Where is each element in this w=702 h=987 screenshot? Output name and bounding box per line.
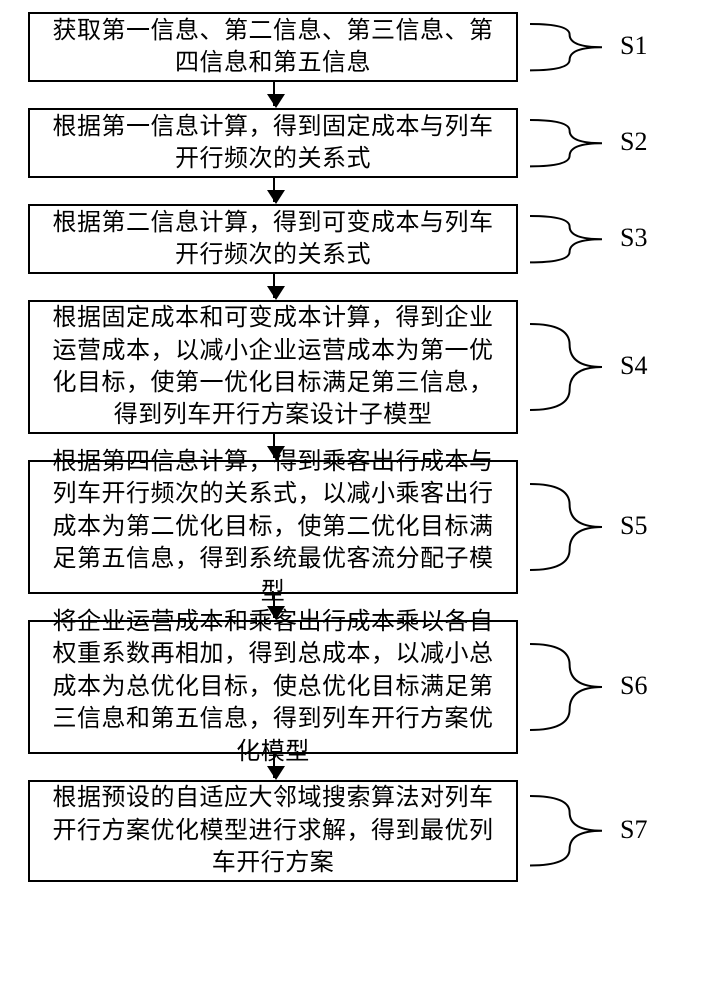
arrow-S2-S3 — [273, 178, 275, 202]
brace-S3 — [530, 214, 602, 264]
flowchart-node-S1: 获取第一信息、第二信息、第三信息、第四信息和第五信息 — [28, 12, 518, 82]
flowchart-node-S7: 根据预设的自适应大邻域搜索算法对列车开行方案优化模型进行求解，得到最优列车开行方… — [28, 780, 518, 882]
brace-S2 — [530, 118, 602, 168]
node-text-S1: 获取第一信息、第二信息、第三信息、第四信息和第五信息 — [42, 15, 504, 80]
arrow-S6-S7 — [273, 754, 275, 778]
node-text-S2: 根据第一信息计算，得到固定成本与列车开行频次的关系式 — [42, 111, 504, 176]
node-text-S3: 根据第二信息计算，得到可变成本与列车开行频次的关系式 — [42, 207, 504, 272]
brace-S1 — [530, 22, 602, 72]
step-label-S4: S4 — [620, 351, 647, 381]
flowchart-node-S6: 将企业运营成本和乘客出行成本乘以各自权重系数再相加，得到总成本，以减小总成本为总… — [28, 620, 518, 754]
node-text-S6: 将企业运营成本和乘客出行成本乘以各自权重系数再相加，得到总成本，以减小总成本为总… — [42, 606, 504, 768]
node-text-S7: 根据预设的自适应大邻域搜索算法对列车开行方案优化模型进行求解，得到最优列车开行方… — [42, 782, 504, 879]
brace-S7 — [530, 794, 602, 867]
node-text-S5: 根据第四信息计算，得到乘客出行成本与列车开行频次的关系式，以减小乘客出行成本为第… — [42, 446, 504, 608]
arrow-S3-S4 — [273, 274, 275, 298]
step-label-S6: S6 — [620, 671, 647, 701]
flowchart-canvas: 获取第一信息、第二信息、第三信息、第四信息和第五信息根据第一信息计算，得到固定成… — [0, 0, 702, 987]
step-label-S7: S7 — [620, 815, 647, 845]
arrow-S1-S2 — [273, 82, 275, 106]
brace-S6 — [530, 642, 602, 732]
node-text-S4: 根据固定成本和可变成本计算，得到企业运营成本，以减小企业运营成本为第一优化目标，… — [42, 302, 504, 432]
flowchart-node-S2: 根据第一信息计算，得到固定成本与列车开行频次的关系式 — [28, 108, 518, 178]
brace-S4 — [530, 322, 602, 412]
step-label-S1: S1 — [620, 31, 647, 61]
brace-S5 — [530, 482, 602, 572]
arrow-S4-S5 — [273, 434, 275, 458]
flowchart-node-S4: 根据固定成本和可变成本计算，得到企业运营成本，以减小企业运营成本为第一优化目标，… — [28, 300, 518, 434]
step-label-S3: S3 — [620, 223, 647, 253]
flowchart-node-S3: 根据第二信息计算，得到可变成本与列车开行频次的关系式 — [28, 204, 518, 274]
flowchart-node-S5: 根据第四信息计算，得到乘客出行成本与列车开行频次的关系式，以减小乘客出行成本为第… — [28, 460, 518, 594]
step-label-S5: S5 — [620, 511, 647, 541]
arrow-S5-S6 — [273, 594, 275, 618]
step-label-S2: S2 — [620, 127, 647, 157]
